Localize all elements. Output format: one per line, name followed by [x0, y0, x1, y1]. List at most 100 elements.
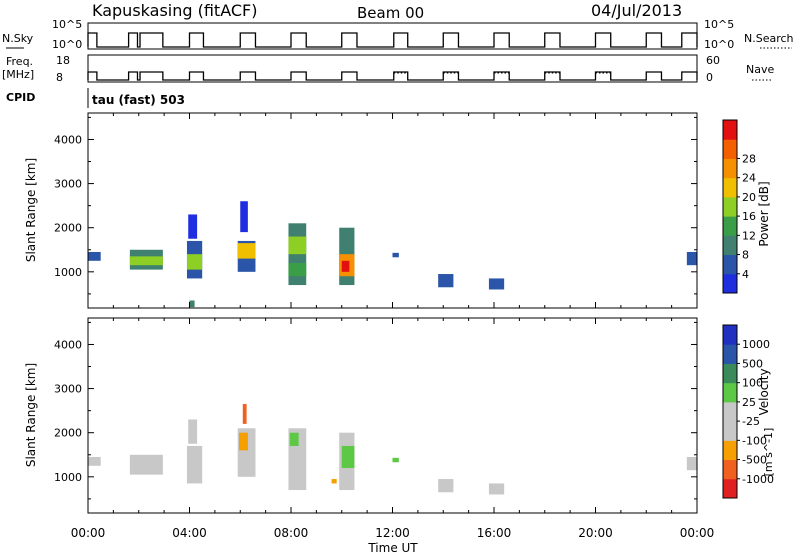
time-axis-label: Time UT: [367, 541, 418, 554]
colorbar-swatch: [723, 254, 737, 275]
colorbar-tick-label: 24: [742, 172, 756, 185]
cpid-label: CPID: [6, 91, 35, 104]
colorbar-tick-label: -1000: [742, 473, 774, 486]
velocity-patch: [188, 419, 198, 444]
velocity-patch: [438, 479, 454, 493]
velocity-axes: 1000 2000 3000 4000: [54, 318, 698, 513]
colorbar-tick-label: 28: [742, 152, 756, 165]
velocity-patch: [129, 454, 163, 475]
velocity-patch: [341, 445, 355, 468]
power-patch: [129, 256, 163, 266]
colorbar-tick-label: 4: [742, 268, 749, 281]
nave-tick-bottom: 0: [706, 71, 713, 84]
power-ylabel: Slant Range [km]: [24, 158, 38, 262]
power-heatmap: [88, 201, 697, 308]
colorbar-swatch: [723, 120, 737, 140]
ytick-label: 2000: [54, 427, 82, 440]
time-axis-ticks: 00:00 04:00 08:00 12:00 16:00 20:00 00:00: [71, 526, 715, 540]
freq-panel: [87, 54, 698, 83]
nsearch-label: N.Search: [744, 32, 794, 45]
power-patch: [186, 254, 203, 270]
velocity-patch: [488, 483, 505, 495]
power-patch: [189, 300, 195, 308]
colorbar-tick-label: -500: [742, 454, 767, 467]
ytick-label: 3000: [54, 178, 82, 191]
colorbar-swatch: [723, 478, 737, 499]
colorbar-swatch: [723, 382, 737, 403]
power-patch: [488, 278, 505, 290]
ytick-label: 4000: [54, 133, 82, 146]
freq-tick-bottom: 8: [56, 71, 63, 84]
freq-tick-top: 18: [56, 54, 70, 67]
colorbar-tick-label: 1000: [742, 338, 770, 351]
power-patch: [240, 201, 248, 233]
ytick-label: 2000: [54, 222, 82, 235]
colorbar-swatch: [723, 401, 737, 422]
velocity-panel-frame: [87, 317, 698, 514]
freq-unit: [MHz]: [2, 68, 34, 81]
colorbar-tick-label: 16: [742, 210, 756, 223]
date-label: 04/Jul/2013: [591, 1, 682, 20]
power-colorbar-label: Power [dB]: [757, 181, 771, 246]
velocity-patch: [331, 479, 337, 484]
cpid-value: tau (fast) 503: [92, 93, 185, 107]
freq-label: Freq.: [6, 55, 33, 68]
power-colorbar: 4 8 12 16 20 24 28: [722, 119, 756, 294]
velocity-heatmap: [88, 404, 697, 495]
velocity-patch: [186, 445, 203, 484]
colorbar-tick-label: 100: [742, 377, 763, 390]
ytick-label: 3000: [54, 383, 82, 396]
ytick-label: 4000: [54, 338, 82, 351]
power-patch: [237, 243, 256, 259]
colorbar-swatch: [723, 273, 737, 294]
xtick-label: 00:00: [71, 526, 106, 540]
colorbar-swatch: [723, 196, 737, 217]
colorbar-swatch: [723, 235, 737, 256]
colorbar-swatch: [723, 158, 737, 179]
colorbar-swatch: [723, 440, 737, 461]
velocity-ylabel: Slant Range [km]: [24, 363, 38, 467]
beam-label: Beam 00: [357, 4, 424, 22]
velocity-patch: [392, 457, 399, 463]
power-axes: 1000 2000 3000 4000: [54, 113, 698, 308]
xtick-label: 16:00: [477, 526, 512, 540]
xtick-label: 20:00: [578, 526, 613, 540]
colorbar-swatch: [723, 459, 737, 480]
colorbar-swatch: [723, 325, 737, 345]
colorbar-tick-label: 20: [742, 191, 756, 204]
velocity-colorbar-label: Velocity: [757, 368, 771, 415]
power-patch: [686, 251, 697, 266]
velocity-colorbar: 1000 500 100 25 -25 -100 -500 -1000: [722, 324, 774, 499]
colorbar-frame: [722, 119, 738, 294]
nsearch-tick-bottom: 10^0: [704, 38, 734, 51]
ytick-label: 1000: [54, 471, 82, 484]
colorbar-tick-label: -25: [742, 415, 760, 428]
colorbar-frame: [722, 324, 738, 499]
colorbar-tick-label: 25: [742, 396, 756, 409]
nsky-label: N.Sky: [2, 32, 34, 45]
power-patch: [88, 251, 101, 261]
colorbar-tick-label: 500: [742, 357, 763, 370]
colorbar-swatch: [723, 216, 737, 236]
station-title: Kapuskasing (fitACF): [92, 1, 257, 20]
velocity-colorbar-unit: [m s^-1]: [762, 428, 775, 477]
xtick-label: 08:00: [274, 526, 309, 540]
velocity-patch: [238, 432, 248, 451]
power-patch: [288, 263, 307, 277]
ytick-label: 1000: [54, 266, 82, 279]
power-patch: [288, 236, 307, 255]
nsky-tick-bottom: 10^0: [52, 38, 82, 51]
power-patch: [392, 252, 399, 258]
nsky-trace: [87, 32, 698, 48]
power-patch: [188, 214, 198, 239]
nave-tick-top: 60: [706, 54, 720, 67]
colorbar-swatch: [723, 177, 737, 198]
power-panel-frame: [87, 112, 698, 309]
xtick-label: 00:00: [680, 526, 715, 540]
colorbar-tick-label: -100: [742, 434, 767, 447]
colorbar-swatch: [723, 421, 737, 441]
velocity-patch: [289, 432, 299, 446]
nsky-panel: [87, 22, 698, 50]
freq-trace: [87, 71, 698, 81]
